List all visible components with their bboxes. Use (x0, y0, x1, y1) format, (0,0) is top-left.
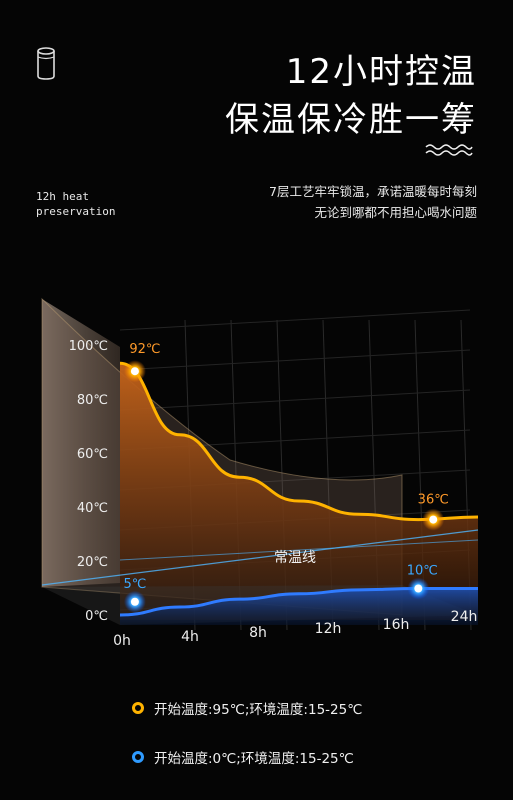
data-label: 5℃ (123, 577, 146, 592)
data-point (429, 515, 438, 524)
description-line-1: 7层工艺牢牢锁温，承诺温暖每时每刻 (269, 184, 477, 199)
grid-line (119, 309, 471, 331)
english-tag: 12h heat preservation (36, 190, 116, 218)
x-tick-label: 16h (383, 617, 410, 633)
y-tick-label: 20℃ (77, 555, 108, 570)
temperature-chart: 100℃ 80℃ 60℃ 40℃ 20℃ 0℃ 0h 4h 8h 12h 16h 24h 常温线 92℃ 3… (41, 297, 479, 649)
legend-marker-cold-icon (132, 751, 144, 763)
hot-series-area (120, 363, 478, 620)
x-tick-label: 24h (451, 609, 478, 625)
cup-icon (37, 47, 55, 80)
y-tick-label: 0℃ (85, 609, 108, 624)
legend-label-cold: 开始温度:0℃;环境温度:15-25℃ (154, 751, 354, 767)
x-tick-label: 12h (315, 621, 342, 637)
wave-icon (425, 144, 473, 156)
page-title: 12小时控温 (285, 52, 477, 92)
x-tick-label: 4h (181, 629, 199, 645)
legend-item-hot: 开始温度:95℃;环境温度:15-25℃ (132, 698, 362, 718)
y-tick-label: 60℃ (77, 447, 108, 462)
data-label: 92℃ (129, 342, 160, 357)
grid-line (119, 389, 471, 411)
x-tick-label: 0h (113, 633, 131, 649)
y-tick-label: 100℃ (69, 339, 108, 354)
reference-line-label: 常温线 (274, 550, 316, 566)
reference-line (41, 529, 479, 586)
data-point (130, 367, 139, 376)
y-tick-label: 80℃ (77, 393, 108, 408)
x-tick-label: 8h (249, 625, 267, 641)
y-tick-label: 40℃ (77, 501, 108, 516)
grid-line (119, 349, 471, 371)
left-wall (42, 299, 120, 587)
legend-item-cold: 开始温度:0℃;环境温度:15-25℃ (132, 747, 354, 767)
reference-line-front (119, 539, 479, 561)
data-point (414, 584, 423, 593)
data-label: 10℃ (407, 564, 438, 579)
description-line-2: 无论到哪都不用担心喝水问题 (314, 205, 477, 220)
legend-label-hot: 开始温度:95℃;环境温度:15-25℃ (154, 702, 363, 718)
data-label: 36℃ (418, 493, 449, 508)
chart-labels: 100℃ 80℃ 60℃ 40℃ 20℃ 0℃ 0h 4h 8h 12h 16h 24h 常温线 92℃ 3… (69, 339, 478, 649)
legend-marker-hot-icon (132, 702, 144, 714)
page-subtitle: 保温保冷胜一筹 (225, 100, 477, 140)
data-point (130, 597, 139, 606)
description: 7层工艺牢牢锁温，承诺温暖每时每刻 无论到哪都不用担心喝水问题 (269, 181, 477, 223)
cold-series-area (120, 588, 478, 625)
hot-series-line (119, 361, 479, 522)
